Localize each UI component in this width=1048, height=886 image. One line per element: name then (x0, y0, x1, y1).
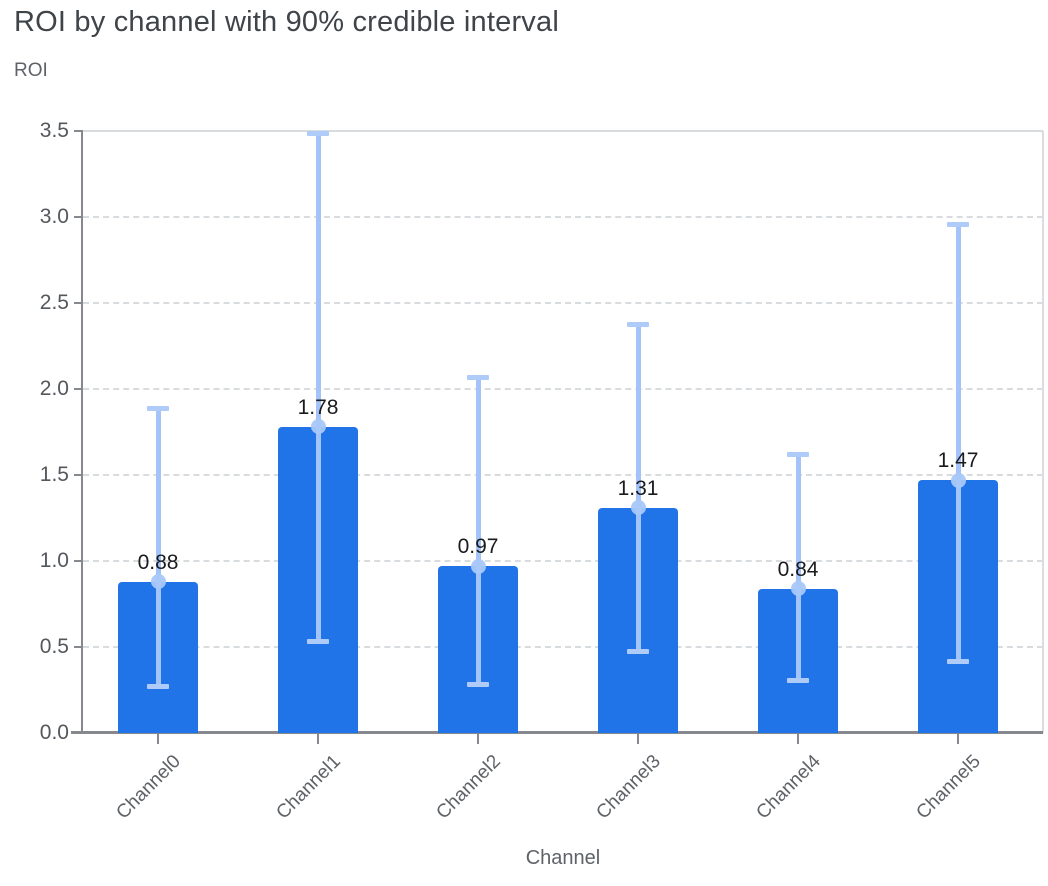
y-tick-label: 3.0 (39, 205, 69, 228)
error-bar-cap-bottom (787, 678, 809, 684)
y-axis-label: ROI (14, 60, 48, 81)
gridline-y-2.0 (83, 388, 1043, 390)
x-tick-mark (797, 734, 799, 744)
mean-marker (150, 574, 166, 590)
gridline-y-1.5 (83, 474, 1043, 476)
bar-value-label: 0.84 (777, 557, 819, 581)
bar-value-label: 1.47 (937, 449, 979, 473)
mean-marker (790, 581, 806, 597)
x-axis-line (71, 731, 1043, 734)
y-tick-mark (74, 216, 83, 218)
error-bar-cap-top (787, 452, 809, 458)
x-tick-mark (477, 734, 479, 744)
x-tick-mark (317, 734, 319, 744)
y-tick-label: 2.0 (39, 377, 69, 400)
y-tick-mark (74, 646, 83, 648)
error-bar-line (635, 323, 641, 653)
y-tick-label: 3.5 (39, 119, 69, 142)
error-bar-cap-bottom (307, 638, 329, 644)
y-tick-label: 0.0 (39, 721, 69, 744)
y-tick-mark (74, 560, 83, 562)
mean-marker (310, 419, 326, 435)
x-tick-mark (157, 734, 159, 744)
plot-area: Channel 0.0 0.5 1.0 1.5 2.0 2.5 3.0 3.5 0.88 Chan… (40, 119, 1044, 869)
y-tick-mark (74, 302, 83, 304)
y-tick-label: 1.0 (39, 549, 69, 572)
bar-value-label: 0.97 (457, 535, 499, 559)
error-bar-line (475, 376, 481, 685)
bar-value-label: 1.31 (617, 476, 659, 500)
gridline-y-0.5 (83, 646, 1043, 648)
gridline-y-2.5 (83, 302, 1043, 304)
error-bar-cap-bottom (467, 681, 489, 687)
y-tick-mark (74, 130, 83, 132)
gridline-y-3.5 (83, 130, 1043, 132)
chart-title: ROI by channel with 90% credible interva… (14, 6, 559, 38)
error-bar-cap-top (147, 405, 169, 411)
mean-marker (630, 500, 646, 516)
error-bar-cap-bottom (947, 659, 969, 665)
gridline-y-1.0 (83, 560, 1043, 562)
x-tick-mark (637, 734, 639, 744)
y-tick-mark (74, 388, 83, 390)
x-tick-mark (957, 734, 959, 744)
y-tick-mark (74, 732, 83, 734)
y-tick-mark (74, 474, 83, 476)
error-bar-cap-bottom (627, 649, 649, 655)
y-tick-label: 1.5 (39, 463, 69, 486)
bar-value-label: 1.78 (297, 395, 339, 419)
mean-marker (470, 558, 486, 574)
mean-marker (950, 472, 966, 488)
plot-right-border (1042, 131, 1044, 733)
y-tick-label: 2.5 (39, 291, 69, 314)
error-bar-cap-bottom (147, 683, 169, 689)
error-bar-line (955, 223, 961, 663)
error-bar-cap-top (467, 374, 489, 380)
error-bar-line (155, 407, 161, 687)
error-bar-cap-top (947, 221, 969, 227)
error-bar-cap-top (627, 321, 649, 327)
error-bar-cap-top (307, 130, 329, 136)
bar-value-label: 0.88 (137, 550, 179, 574)
error-bar-line (795, 454, 801, 682)
y-tick-label: 0.5 (39, 635, 69, 658)
gridline-y-3.0 (83, 216, 1043, 218)
error-bar-line (315, 132, 321, 642)
x-axis-title: Channel (525, 847, 601, 869)
y-axis-line (81, 131, 83, 734)
